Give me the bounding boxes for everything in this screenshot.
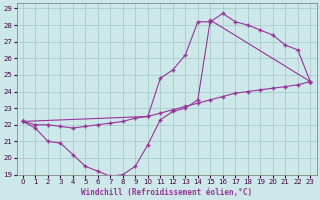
X-axis label: Windchill (Refroidissement éolien,°C): Windchill (Refroidissement éolien,°C) — [81, 188, 252, 197]
